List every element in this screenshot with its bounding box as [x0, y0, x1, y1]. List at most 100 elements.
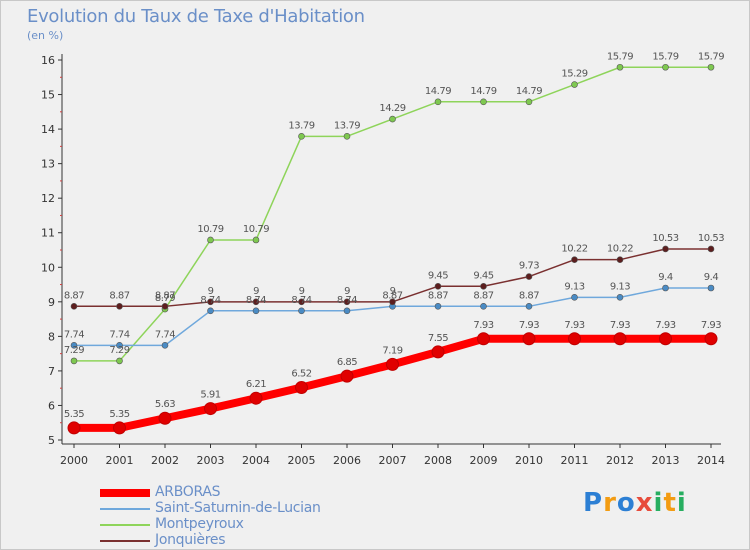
data-label-saint-saturnin-de-lucian-2010: 8.87 — [519, 290, 539, 301]
data-label-montpeyroux-2004: 10.79 — [243, 224, 269, 235]
data-label-arboras-2002: 5.63 — [155, 399, 175, 410]
data-point-saint-saturnin-de-lucian-2012 — [616, 294, 624, 301]
data-point-montpeyroux-2009 — [480, 98, 487, 106]
data-point-saint-saturnin-de-lucian-2000 — [70, 342, 78, 349]
y-tick-label-11: 11 — [41, 227, 55, 240]
data-label-jonqui-res-2012: 10.22 — [607, 244, 633, 255]
data-label-montpeyroux-2013: 15.79 — [652, 51, 678, 62]
data-point-jonqui-res-2005 — [298, 298, 305, 306]
data-label-saint-saturnin-de-lucian-2003: 8.74 — [200, 295, 220, 306]
x-tick-label-2003: 2003 — [197, 454, 225, 467]
data-point-saint-saturnin-de-lucian-2011 — [571, 294, 578, 301]
data-label-montpeyroux-2003: 10.79 — [197, 224, 223, 235]
data-point-arboras-2009 — [477, 332, 490, 346]
data-point-saint-saturnin-de-lucian-2001 — [116, 342, 123, 349]
legend-swatch-montpeyroux — [100, 524, 150, 526]
logo-letter-2: o — [616, 488, 636, 518]
legend-label-jonquieres: Jonquières — [155, 532, 226, 548]
y-tick-label-16: 16 — [41, 54, 55, 67]
data-label-montpeyroux-2008: 14.79 — [425, 86, 451, 97]
y-tick-label-6: 6 — [48, 399, 55, 412]
data-label-jonqui-res-2005: 9 — [299, 286, 305, 297]
line-chart: 5 6 7 8 9 10 11 12 13 14 15 16 2000 2001 2002 2003 2004 2… — [41, 51, 725, 467]
data-label-saint-saturnin-de-lucian-2009: 8.87 — [473, 290, 493, 301]
data-label-saint-saturnin-de-lucian-2011: 9.13 — [564, 281, 584, 292]
x-tick-label-2004: 2004 — [242, 454, 270, 467]
data-point-montpeyroux-2011 — [571, 81, 578, 88]
data-point-arboras-2002 — [158, 411, 172, 425]
data-point-saint-saturnin-de-lucian-2013 — [662, 284, 669, 292]
legend-swatch-saint-saturnin — [100, 508, 150, 510]
logo-letter-4: i — [653, 488, 664, 518]
data-point-arboras-2000 — [67, 421, 81, 435]
data-point-arboras-2014 — [704, 332, 718, 346]
data-label-montpeyroux-2006: 13.79 — [334, 120, 360, 131]
data-point-arboras-2008 — [431, 345, 445, 359]
proxiti-logo: Proxiti — [583, 488, 687, 518]
data-label-arboras-2007: 7.19 — [382, 345, 402, 356]
x-tick-label-2006: 2006 — [333, 454, 361, 467]
legend-label-saint-saturnin: Saint-Saturnin-de-Lucian — [155, 500, 321, 516]
y-tick-label-12: 12 — [41, 192, 55, 205]
data-label-montpeyroux-2000: 7.29 — [64, 345, 84, 356]
data-point-saint-saturnin-de-lucian-2005 — [298, 307, 305, 315]
legend-swatch-arboras — [100, 489, 150, 497]
chart-subtitle: (en %) — [27, 29, 64, 42]
x-tick-label-2009: 2009 — [470, 454, 498, 467]
chart-axes: 5 6 7 8 9 10 11 12 13 14 15 16 2000 2001 2002 2003 2004 2… — [41, 54, 725, 467]
data-label-jonqui-res-2001: 8.87 — [109, 290, 129, 301]
data-label-arboras-2011: 7.93 — [564, 320, 584, 331]
data-point-arboras-2011 — [568, 332, 581, 346]
legend-swatch-jonquieres — [100, 540, 150, 542]
y-tick-label-9: 9 — [48, 296, 55, 309]
data-label-saint-saturnin-de-lucian-2000: 7.74 — [64, 329, 84, 340]
y-tick-label-5: 5 — [48, 434, 55, 447]
data-point-montpeyroux-2007 — [389, 115, 396, 123]
data-label-jonqui-res-2002: 8.87 — [155, 290, 175, 301]
data-label-montpeyroux-2010: 14.79 — [516, 86, 542, 97]
data-label-jonqui-res-2010: 9.73 — [519, 261, 539, 272]
y-tick-label-10: 10 — [41, 261, 55, 274]
data-label-arboras-2010: 7.93 — [519, 320, 539, 331]
data-point-montpeyroux-2006 — [343, 133, 351, 140]
x-tick-label-2008: 2008 — [424, 454, 452, 467]
data-point-montpeyroux-2013 — [662, 63, 669, 71]
data-label-arboras-2009: 7.93 — [473, 320, 493, 331]
data-point-montpeyroux-2014 — [707, 63, 715, 71]
data-point-saint-saturnin-de-lucian-2002 — [161, 342, 169, 349]
data-label-saint-saturnin-de-lucian-2005: 8.74 — [291, 295, 311, 306]
chart-data-labels: 7.29 7.29 8.79 10.79 10.79 13.79 13.79 14.29 14.… — [64, 51, 725, 420]
data-point-jonqui-res-2003 — [207, 298, 214, 306]
x-tick-label-2007: 2007 — [379, 454, 407, 467]
data-label-saint-saturnin-de-lucian-2001: 7.74 — [109, 329, 129, 340]
data-point-saint-saturnin-de-lucian-2010 — [525, 303, 533, 310]
x-tick-label-2010: 2010 — [515, 454, 543, 467]
data-label-jonqui-res-2003: 9 — [208, 286, 214, 297]
x-tick-label-2012: 2012 — [606, 454, 634, 467]
x-tick-label-2011: 2011 — [561, 454, 589, 467]
data-label-saint-saturnin-de-lucian-2008: 8.87 — [428, 290, 448, 301]
data-point-arboras-2007 — [386, 357, 399, 371]
data-label-montpeyroux-2002: 8.79 — [155, 293, 175, 304]
x-tick-label-2001: 2001 — [106, 454, 134, 467]
data-label-saint-saturnin-de-lucian-2006: 8.74 — [337, 295, 357, 306]
data-label-jonqui-res-2007: 9 — [390, 286, 396, 297]
y-tick-label-7: 7 — [48, 365, 55, 378]
data-label-arboras-2006: 6.85 — [337, 357, 357, 368]
logo-letter-3: x — [635, 488, 654, 518]
data-point-saint-saturnin-de-lucian-2008 — [434, 303, 442, 310]
data-point-jonqui-res-2006 — [343, 298, 351, 306]
data-label-arboras-2012: 7.93 — [610, 320, 630, 331]
data-point-arboras-2005 — [295, 380, 308, 394]
data-label-jonqui-res-2006: 9 — [344, 286, 350, 297]
data-label-saint-saturnin-de-lucian-2013: 9.4 — [658, 272, 673, 283]
data-point-arboras-2010 — [522, 332, 536, 346]
data-point-jonqui-res-2013 — [662, 245, 669, 253]
data-label-jonqui-res-2009: 9.45 — [473, 270, 493, 281]
x-tick-label-2002: 2002 — [151, 454, 179, 467]
data-label-montpeyroux-2005: 13.79 — [288, 120, 314, 131]
x-tick-label-2005: 2005 — [288, 454, 316, 467]
logo-letter-6: i — [676, 488, 687, 518]
data-label-montpeyroux-2007: 14.29 — [379, 103, 405, 114]
data-point-saint-saturnin-de-lucian-2006 — [343, 307, 351, 315]
